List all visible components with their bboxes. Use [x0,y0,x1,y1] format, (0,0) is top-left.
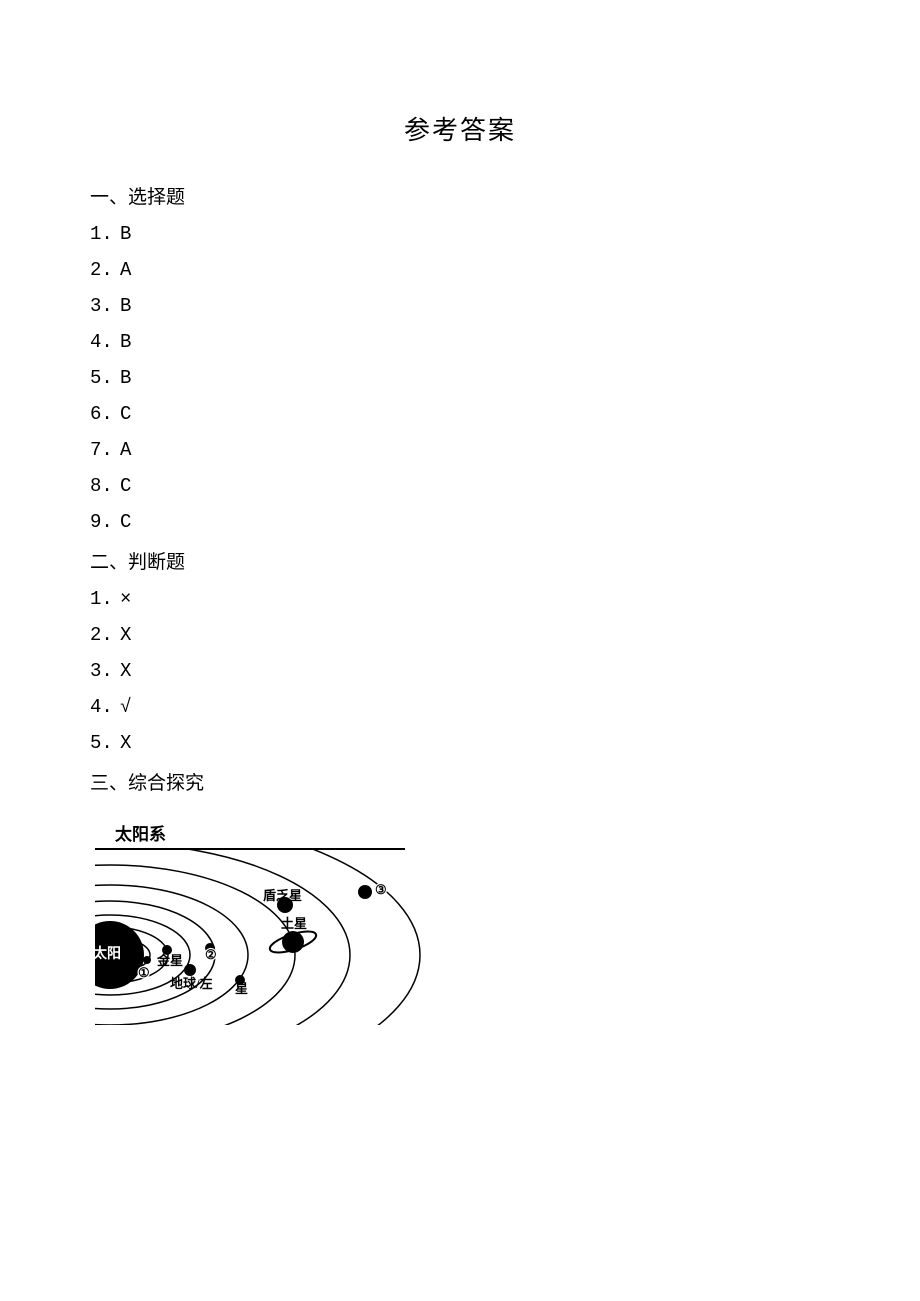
section-3-heading: 三、综合探究 [90,768,830,795]
answer-number: 1. [90,223,120,245]
answer-value: √ [120,696,131,718]
answer-line: 2.A [90,259,830,281]
answer-value: B [120,331,131,353]
planet-label: ② [205,947,217,962]
answer-number: 4. [90,331,120,353]
answer-number: 1. [90,588,120,610]
page-title: 参考答案 [90,110,830,147]
planet-icon [143,956,151,964]
section-2: 二、判断题 1.×2.X3.X4.√5.X [90,547,830,754]
planet-icon [184,964,196,976]
planet-label: ③ [375,882,387,897]
answer-line: 5.B [90,367,830,389]
answer-value: X [120,660,131,682]
planet-icon [358,885,372,899]
answer-value: B [120,223,131,245]
planet-label: 盾乏星 [263,888,302,903]
answer-line: 1.× [90,588,830,610]
answer-value: B [120,295,131,317]
planet-label: 地球/左 [170,976,213,991]
section-3: 三、综合探究 [90,768,830,795]
planet-icon [282,931,304,953]
answer-value: C [120,403,131,425]
answer-value: × [120,588,131,610]
answer-value: C [120,475,131,497]
answer-value: X [120,732,131,754]
answer-line: 9.C [90,511,830,533]
answer-line: 6.C [90,403,830,425]
answer-value: A [120,439,131,461]
answer-line: 1.B [90,223,830,245]
orbit-ellipse [95,850,420,1025]
answer-number: 3. [90,295,120,317]
answer-value: A [120,259,131,281]
answer-number: 9. [90,511,120,533]
answer-line: 3.B [90,295,830,317]
answer-number: 2. [90,259,120,281]
planet-label: 金星 [156,953,183,968]
answer-line: 4.B [90,331,830,353]
answer-value: C [120,511,131,533]
answer-line: 2.X [90,624,830,646]
answer-number: 5. [90,367,120,389]
section-2-heading: 二、判断题 [90,547,830,574]
planet-label: ① [138,965,150,980]
answer-number: 2. [90,624,120,646]
section-1: 一、选择题 1.B2.A3.B4.B5.B6.C7.A8.C9.C [90,182,830,533]
sun-label: 太阳 [95,945,121,962]
section-1-heading: 一、选择题 [90,182,830,209]
solar-system-diagram: 太阳系 太阳 ① 金星地球/左 ② 星 盾乏星土星 ③ [95,820,830,1030]
answer-line: 3.X [90,660,830,682]
answer-number: 3. [90,660,120,682]
answer-line: 8.C [90,475,830,497]
answer-value: X [120,624,131,646]
solar-system-svg: 太阳 ① 金星地球/左 ② 星 盾乏星土星 ③ [95,850,435,1025]
answer-value: B [120,367,131,389]
answer-line: 5.X [90,732,830,754]
answer-number: 8. [90,475,120,497]
answer-number: 6. [90,403,120,425]
planet-label: 土星 [281,916,307,931]
diagram-title: 太阳系 [115,820,830,845]
answer-line: 7.A [90,439,830,461]
answer-number: 5. [90,732,120,754]
planet-label: 星 [235,981,248,996]
answer-number: 7. [90,439,120,461]
answer-number: 4. [90,696,120,718]
answer-line: 4.√ [90,696,830,718]
